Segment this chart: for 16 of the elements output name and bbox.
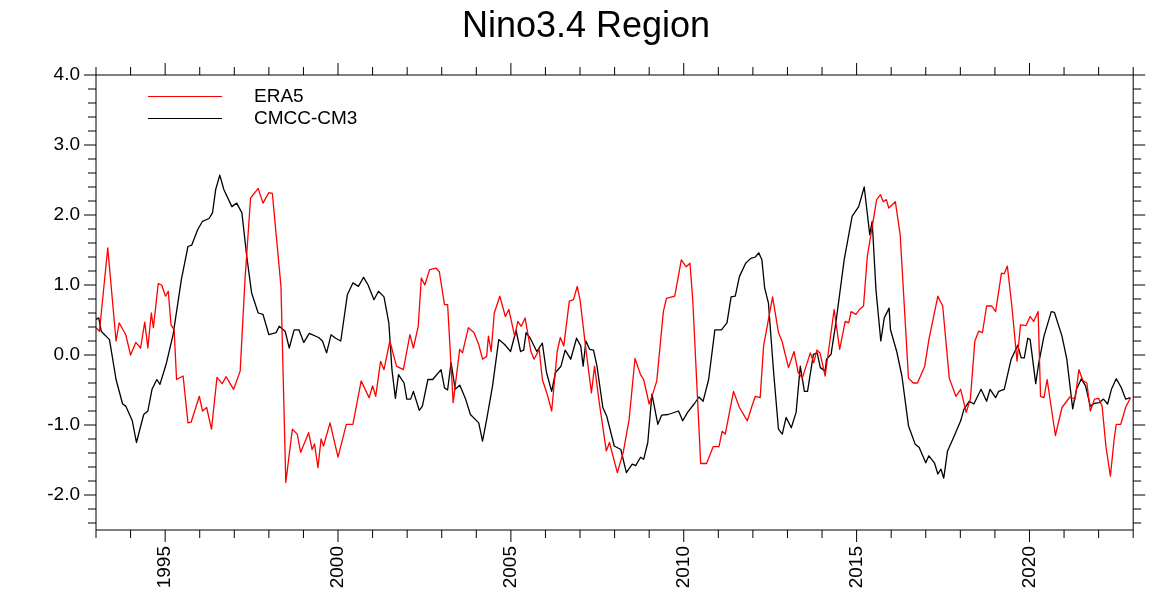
chart-title: Nino3.4 Region bbox=[460, 4, 712, 46]
y-tick-label: 2.0 bbox=[53, 203, 80, 225]
y-tick-label: -1.0 bbox=[47, 413, 80, 435]
y-tick-label: -2.0 bbox=[47, 483, 80, 505]
legend-label: CMCC-CM3 bbox=[254, 107, 358, 129]
x-tick-label: 2005 bbox=[499, 546, 521, 589]
y-tick-label: 1.0 bbox=[53, 273, 80, 295]
x-tick-label: 2010 bbox=[671, 546, 693, 589]
y-tick-label: 3.0 bbox=[53, 133, 80, 155]
x-tick-label: 2020 bbox=[1017, 546, 1039, 589]
x-tick-label: 1995 bbox=[153, 546, 175, 589]
x-tick-label: 2000 bbox=[326, 546, 348, 589]
y-tick-label: 0.0 bbox=[53, 343, 80, 365]
y-tick-label: 4.0 bbox=[53, 63, 80, 85]
legend-label: ERA5 bbox=[254, 85, 304, 107]
x-tick-label: 2015 bbox=[844, 546, 866, 589]
